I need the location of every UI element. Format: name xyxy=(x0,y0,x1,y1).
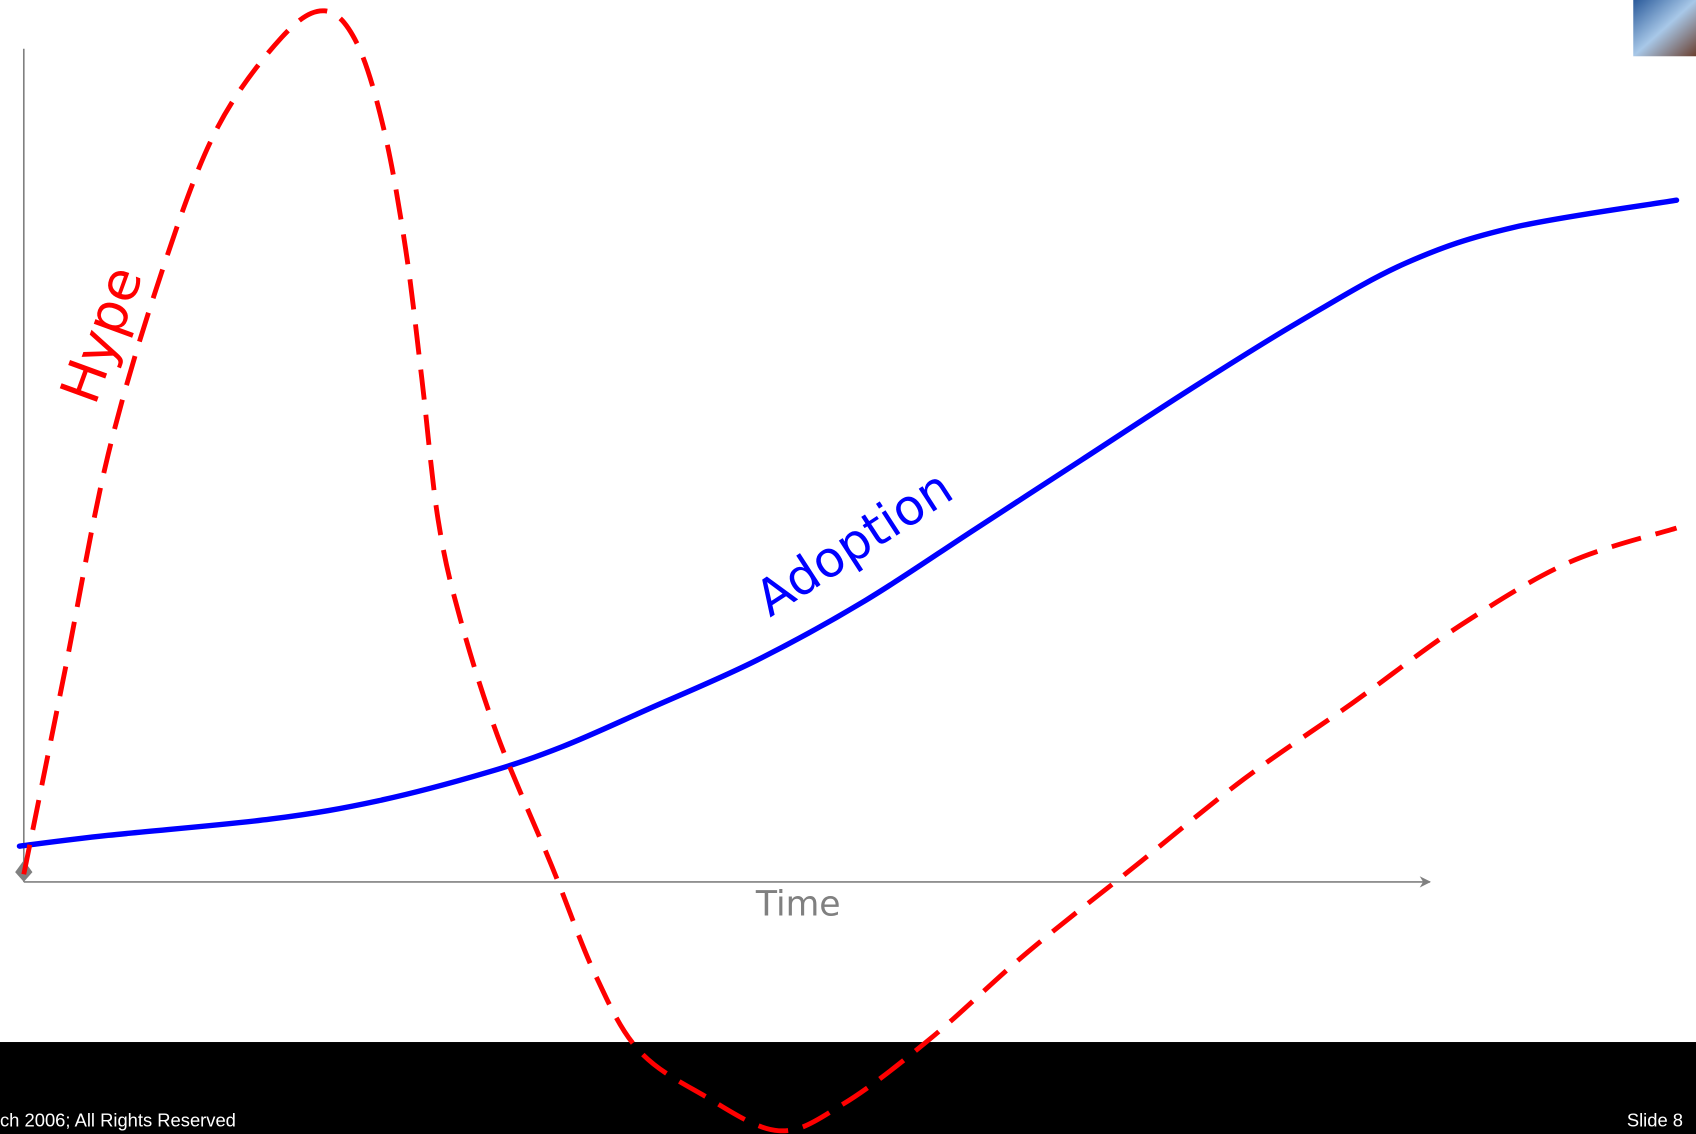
x-axis-label: Time xyxy=(755,884,841,924)
footer-copyright: ch 2006; All Rights Reserved xyxy=(0,1109,236,1130)
adoption-curve xyxy=(16,197,1680,849)
footer-bar xyxy=(0,1042,1696,1134)
thumbnail xyxy=(1633,0,1696,57)
adoption-label: Adoption xyxy=(745,458,963,628)
footer-slide-number: Slide 8 xyxy=(1627,1109,1683,1130)
hype-curve xyxy=(21,8,1678,1134)
